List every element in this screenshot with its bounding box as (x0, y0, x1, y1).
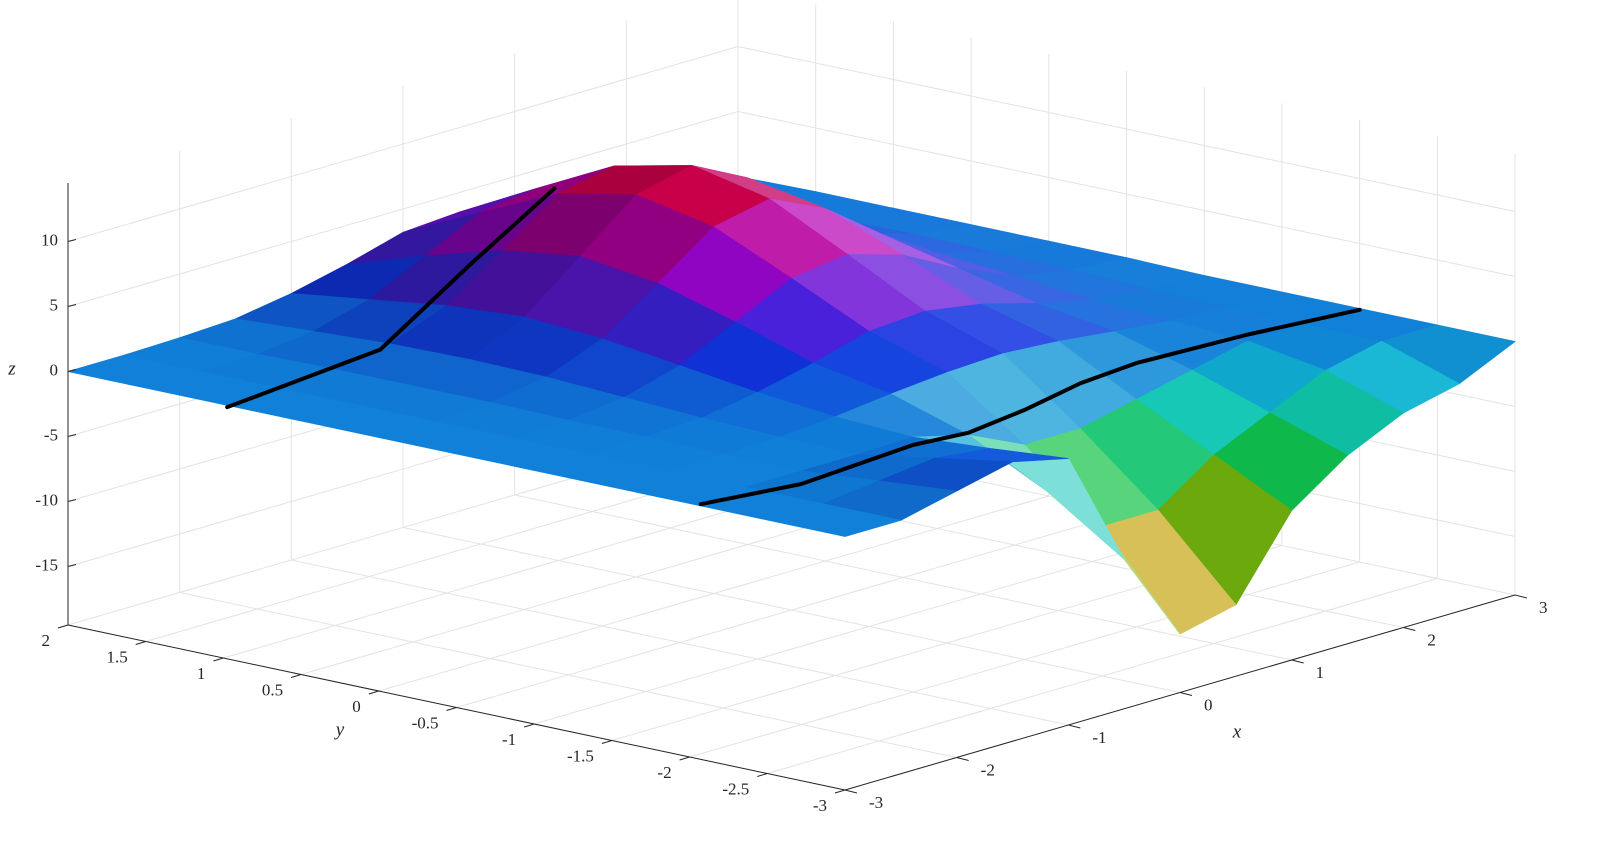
z-tick (67, 499, 77, 502)
axes: -3-2.5-2-1.5-1-0.500.511.52-3-2-10123-15… (35, 183, 1548, 815)
surface (67, 165, 1516, 635)
grid-line (456, 512, 1127, 708)
x-tick (844, 789, 858, 794)
y-tick-label: -2.5 (722, 779, 749, 798)
x-tick (956, 757, 969, 761)
y-tick-label: -0.5 (412, 713, 439, 732)
z-axis-label: z (7, 358, 16, 379)
y-tick (57, 624, 69, 629)
y-tick (757, 773, 768, 777)
y-tick (368, 690, 379, 695)
x-tick (1291, 659, 1304, 664)
x-tick-label: -2 (981, 760, 995, 779)
y-tick (601, 740, 613, 744)
grid-line (767, 578, 1438, 774)
z-tick (67, 369, 77, 372)
grid-line (67, 111, 739, 307)
z-tick (67, 239, 77, 242)
grid-line (737, 111, 1516, 277)
grid-line (534, 528, 1205, 725)
x-tick (1403, 627, 1416, 631)
y-tick-label: -3 (813, 796, 827, 815)
x-tick-label: -1 (1092, 728, 1106, 747)
grid-line (378, 495, 1049, 692)
y-tick-label: -1 (502, 730, 516, 749)
curve (225, 186, 557, 410)
x-tick-label: -3 (869, 793, 883, 812)
z-tick-label: -15 (35, 555, 58, 574)
y-tick-label: 0.5 (262, 680, 283, 699)
y-tick (834, 789, 846, 794)
x-axis-label: x (1232, 721, 1242, 742)
y-tick (135, 641, 146, 645)
grid-line (689, 561, 1360, 758)
y-tick (524, 723, 535, 728)
z-tick-label: 0 (50, 360, 59, 379)
x-tick-label: 2 (1427, 630, 1436, 649)
z-tick-label: -5 (44, 425, 58, 444)
z-tick (67, 564, 77, 567)
z-tick-label: 5 (50, 295, 59, 314)
curve (698, 307, 1362, 507)
z-tick-label: 10 (41, 230, 58, 249)
z-tick (67, 304, 77, 307)
grid-line (737, 46, 1516, 212)
y-tick (290, 674, 302, 678)
y-tick-label: 1 (197, 664, 206, 683)
x-tick (1068, 724, 1081, 729)
y-tick (213, 657, 224, 662)
y-tick-label: -1.5 (567, 746, 594, 765)
x-tick (1179, 692, 1193, 696)
grid-line (67, 46, 739, 242)
y-tick-label: 1.5 (106, 647, 127, 666)
surface-patch (766, 503, 902, 537)
curves (225, 186, 1362, 507)
x-tick-label: 3 (1539, 598, 1548, 617)
y-tick-label: 0 (352, 697, 361, 716)
z-tick (67, 434, 77, 437)
y-tick-label: -2 (657, 763, 671, 782)
x-tick-label: 0 (1204, 695, 1213, 714)
x-tick-label: 1 (1316, 663, 1325, 682)
z-tick-label: -10 (35, 490, 58, 509)
x-tick (1514, 594, 1528, 599)
y-tick (446, 707, 457, 711)
y-tick-label: 2 (42, 631, 51, 650)
y-tick (679, 756, 690, 761)
y-axis-label: y (334, 719, 345, 740)
